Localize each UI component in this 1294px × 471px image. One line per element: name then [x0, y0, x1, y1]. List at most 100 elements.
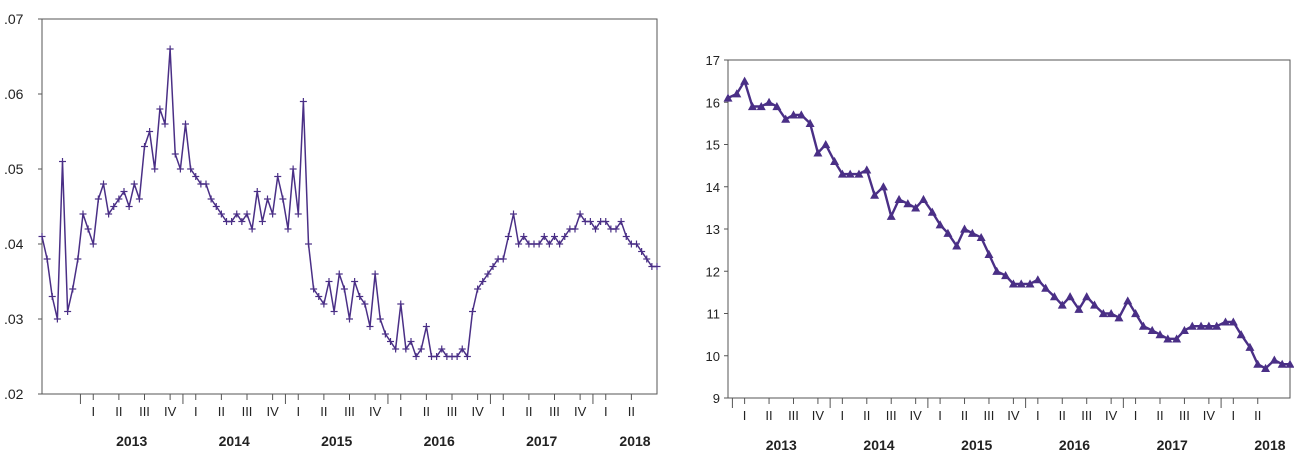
data-point-triangle: [870, 190, 880, 199]
x-quarter-label: I: [604, 404, 608, 419]
series-line: [727, 79, 1290, 370]
y-tick-label: 14: [706, 180, 720, 195]
y-tick-label: 11: [707, 307, 721, 322]
x-year-label: 2016: [1059, 437, 1090, 453]
data-point-plus: [258, 218, 266, 225]
data-point-triangle: [1138, 321, 1148, 330]
data-point-plus: [146, 128, 154, 135]
data-point-triangle: [1228, 317, 1238, 326]
x-quarter-label: IV: [164, 404, 177, 419]
x-quarter-label: II: [423, 404, 430, 419]
x-quarter-label: I: [501, 404, 505, 419]
x-year-label: 2015: [961, 437, 992, 453]
x-quarter-label: I: [296, 404, 300, 419]
data-point-triangle: [935, 220, 945, 229]
plot-frame: [727, 59, 1291, 399]
x-year-label: 2016: [424, 433, 455, 449]
data-point-plus: [453, 353, 461, 360]
x-quarter-label: III: [1081, 408, 1092, 423]
data-point-triangle: [1090, 300, 1100, 309]
x-year-label: 2013: [116, 433, 147, 449]
data-point-plus: [407, 338, 415, 345]
data-point-plus: [43, 255, 51, 263]
data-point-triangle: [1025, 279, 1035, 288]
data-point-triangle: [1196, 321, 1206, 330]
data-point-plus: [376, 315, 384, 323]
data-point-triangle: [1261, 363, 1271, 373]
data-point-plus: [361, 300, 369, 308]
data-point-plus: [545, 240, 553, 248]
x-quarter-label: I: [1036, 408, 1040, 423]
data-point-triangle: [943, 228, 953, 237]
data-point-plus: [381, 330, 389, 338]
data-point-plus: [397, 300, 405, 308]
data-point-plus: [38, 233, 46, 240]
data-point-triangle: [1163, 334, 1173, 343]
data-point-plus: [253, 188, 261, 195]
x-quarter-label: III: [344, 404, 355, 419]
data-point-plus: [48, 293, 56, 300]
data-point-triangle: [984, 249, 994, 258]
data-point-plus: [115, 195, 123, 203]
plot-frame: [41, 18, 658, 395]
data-point-plus: [187, 165, 195, 173]
x-quarter-label: II: [863, 408, 870, 423]
data-point-plus: [217, 210, 225, 218]
data-point-triangle: [740, 76, 750, 85]
data-point-triangle: [960, 224, 970, 233]
x-quarter-label: III: [242, 404, 253, 419]
data-point-triangle: [1236, 330, 1246, 339]
y-tick-label: 17: [706, 53, 720, 68]
x-year-label: 2015: [321, 433, 352, 449]
data-point-plus: [192, 173, 200, 180]
data-point-triangle: [1016, 279, 1026, 288]
data-point-plus: [474, 285, 482, 293]
data-point-plus: [433, 353, 441, 360]
data-point-plus: [576, 210, 584, 218]
data-point-plus: [458, 345, 466, 353]
x-quarter-label: I: [938, 408, 942, 423]
data-point-triangle: [830, 156, 840, 165]
y-tick-label: .05: [4, 161, 24, 177]
data-point-plus: [438, 345, 446, 353]
x-quarter-label: III: [139, 404, 150, 419]
data-point-triangle: [1253, 359, 1263, 368]
x-quarter-label: I: [1231, 408, 1235, 423]
data-point-triangle: [1057, 300, 1067, 309]
data-point-plus: [602, 218, 610, 225]
data-point-triangle: [1065, 292, 1075, 301]
x-quarter-label: II: [1059, 408, 1066, 423]
data-point-plus: [228, 218, 236, 225]
x-quarter-label: IV: [1203, 408, 1216, 423]
data-point-plus: [463, 353, 471, 360]
data-point-plus: [53, 315, 61, 323]
data-point-triangle: [1041, 283, 1051, 292]
y-tick-label: 12: [706, 264, 720, 279]
data-point-plus: [469, 308, 476, 315]
data-point-triangle: [764, 97, 774, 106]
data-point-triangle: [1245, 342, 1255, 351]
x-year-label: 2014: [863, 437, 894, 453]
data-point-triangle: [821, 140, 831, 149]
data-point-triangle: [1172, 334, 1182, 343]
data-point-triangle: [1204, 321, 1214, 330]
data-point-triangle: [772, 101, 782, 111]
data-point-plus: [202, 180, 210, 188]
data-point-plus: [622, 233, 630, 240]
y-tick-label: 10: [706, 349, 720, 364]
y-tick-label: 9: [713, 391, 720, 406]
x-year-label: 2017: [526, 433, 557, 449]
data-point-plus: [325, 278, 333, 285]
data-point-triangle: [756, 101, 766, 111]
x-quarter-label: I: [743, 408, 747, 423]
data-point-plus: [305, 240, 312, 248]
data-point-plus: [586, 218, 594, 225]
data-point-triangle: [747, 101, 757, 111]
data-point-triangle: [894, 194, 904, 204]
data-point-plus: [638, 248, 646, 255]
data-point-triangle: [1220, 317, 1230, 326]
data-point-plus: [617, 218, 625, 225]
data-point-plus: [207, 195, 215, 203]
